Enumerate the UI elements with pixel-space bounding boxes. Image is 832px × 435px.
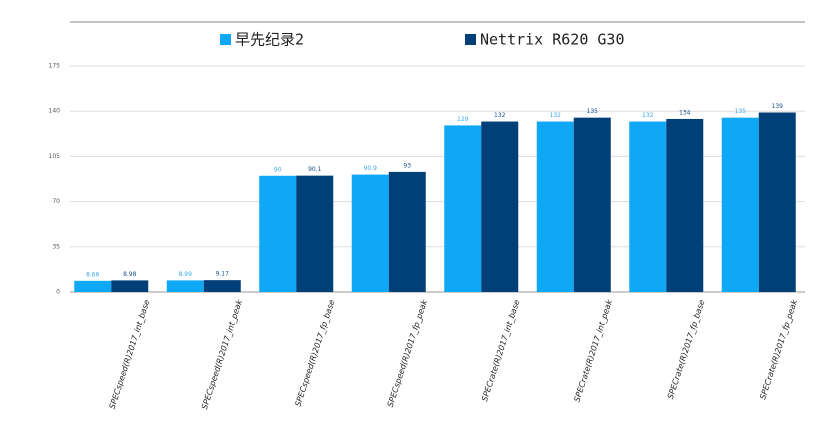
value-label: 132 — [494, 112, 506, 119]
bar — [74, 280, 112, 292]
x-tick-label: SPECspeed(R)2017_fp_base — [293, 299, 336, 408]
y-tick-label: 0 — [56, 289, 60, 296]
value-label: 93 — [403, 162, 411, 169]
value-label: 90 — [274, 166, 282, 173]
value-label: 8.98 — [123, 271, 137, 278]
bar — [481, 121, 519, 292]
y-tick-label: 105 — [49, 153, 61, 160]
y-tick-label: 70 — [52, 198, 60, 205]
value-label: 129 — [457, 116, 469, 123]
value-label: 135 — [735, 108, 747, 115]
bar — [444, 125, 482, 292]
x-tick-label: SPECspeed(R)2017_fp_peak — [386, 298, 429, 408]
value-label: 8.99 — [179, 271, 193, 278]
legend-label: Nettrix R620 G30 — [480, 31, 625, 49]
x-tick-label: SPECspeed(R)2017_int_base — [108, 299, 152, 411]
bar — [259, 175, 297, 292]
bar — [666, 118, 704, 292]
bar — [111, 280, 149, 292]
bar — [388, 171, 426, 292]
bar — [536, 121, 574, 292]
y-tick-label: 140 — [49, 108, 61, 115]
legend-swatch — [220, 34, 231, 45]
value-label: 90.9 — [364, 165, 378, 172]
value-label: 9.17 — [216, 271, 230, 278]
value-label: 135 — [587, 108, 599, 115]
value-label: 132 — [642, 112, 654, 119]
y-tick-label: 175 — [49, 63, 61, 70]
bar — [166, 280, 204, 292]
value-label: 90.1 — [308, 166, 322, 173]
value-label: 134 — [679, 109, 691, 116]
bar — [296, 175, 334, 292]
x-tick-label: SPECrate(R)2017_fp_base — [666, 299, 707, 401]
bar — [629, 121, 667, 292]
bar — [203, 280, 241, 292]
x-tick-label: SPECrate(R)2017_int_base — [480, 299, 521, 403]
x-tick-label: SPECrate(R)2017_int_peak — [572, 298, 614, 403]
bar — [351, 174, 389, 292]
y-tick-label: 35 — [52, 243, 60, 250]
x-tick-label: SPECspeed(R)2017_int_peak — [200, 298, 244, 410]
value-label: 139 — [772, 103, 784, 110]
value-label: 132 — [550, 112, 562, 119]
bar — [758, 112, 796, 293]
legend-swatch — [465, 34, 476, 45]
legend-label: 早先纪录2 — [235, 31, 304, 49]
bar — [721, 117, 759, 293]
x-tick-label: SPECrate(R)2017_fp_peak — [758, 298, 799, 400]
bar — [573, 117, 611, 293]
value-label: 8.66 — [86, 271, 100, 278]
